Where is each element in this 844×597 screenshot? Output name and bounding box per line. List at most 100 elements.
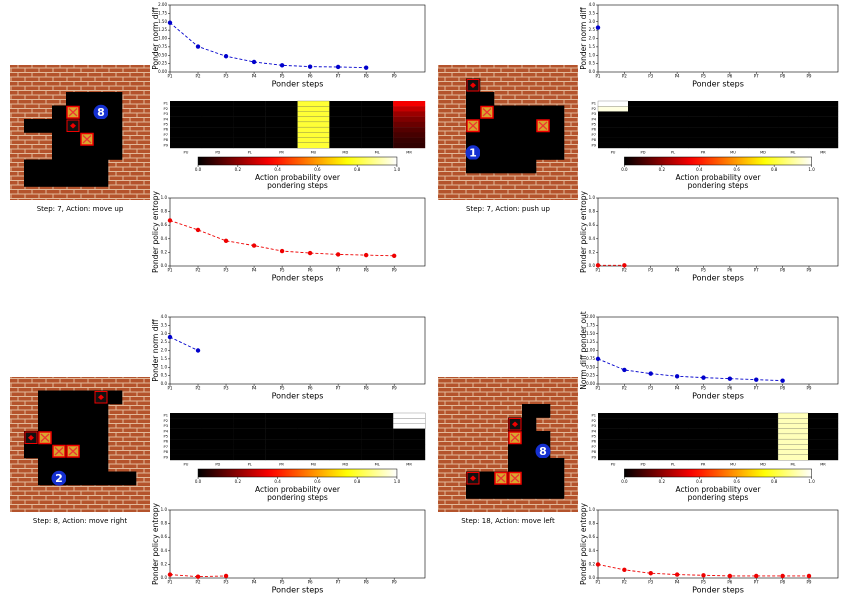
heat-cell [361,132,394,138]
x-tick-label: P6 [727,268,732,273]
caption: Step: 18, Action: move left [461,517,555,525]
point [167,218,173,223]
axes-frame [169,197,426,267]
heat-cell [808,454,839,461]
heat-cell [201,106,234,112]
floor [66,417,81,432]
heat-cell [329,439,362,445]
point [595,356,601,362]
box-cross [68,108,78,117]
heat-cell [201,101,234,107]
heat-cell [393,449,426,455]
colorbar-tick-label: 1.0 [808,167,815,172]
y-tick-label: 0.2 [161,249,168,254]
colorbar [197,156,398,166]
heat-cell [598,127,629,133]
floor [38,390,53,405]
point [335,64,341,70]
heat-cell [628,111,659,117]
colorbar-tick-label: 0.2 [659,167,666,172]
col-label: PU [611,463,616,467]
row-label: P5 [592,123,596,127]
box-cross [510,474,520,483]
row-label: P2 [592,107,596,111]
heat-cell [329,444,362,450]
point [251,59,257,65]
floor [550,471,565,486]
floor [52,390,67,405]
heat-cell [688,142,719,149]
series-line [169,336,199,351]
point [595,263,601,268]
heat-cell [688,439,719,445]
floor [66,404,81,418]
heat-cell [393,433,426,440]
row-label: P5 [164,435,168,439]
x-tick-label: P7 [336,74,341,79]
heat-cell [297,132,330,138]
heat-cell [265,137,298,143]
heat-cell [777,423,809,430]
heat-cell [233,444,266,450]
row-label: P3 [592,112,596,116]
axes-frame [597,197,839,267]
heat-cell [777,454,809,461]
heat-cell [170,106,203,112]
heat-cell [718,101,749,107]
heat-cell [170,132,203,138]
heat-cell [393,444,426,450]
colorbar-label: Action probability over [255,173,341,182]
heat-cell [265,439,298,445]
col-label: MD [760,463,766,467]
colorbar-tick-label: 0.6 [314,167,321,172]
row-label: P7 [592,445,596,449]
col-label: PD [215,151,220,155]
heat-cell [329,449,362,455]
point [307,250,313,256]
heat-cell [297,126,330,133]
heat-cell [628,449,659,455]
heat-cell [393,106,426,112]
floor [536,404,551,418]
floor [536,471,551,486]
heat-cell [233,413,266,419]
heat-cell [748,413,779,419]
x-tick-label: P7 [336,268,341,273]
heat-cell [688,433,719,440]
col-label: PD [641,151,646,155]
col-label: PD [215,463,220,467]
row-label: P1 [164,102,168,106]
heat-cell [628,454,659,461]
box-cross [68,447,78,456]
heat-cell [808,142,839,149]
x-tick-label: P7 [336,386,341,391]
y-tick-label: 0.2 [589,561,596,566]
y-tick-label: 2.5 [161,339,168,344]
col-label: PR [279,463,284,467]
floor [480,485,495,499]
heat-cell [778,142,809,149]
heat-cell [393,142,426,149]
floor [550,132,565,147]
colorbar-tick-label: 0.0 [621,479,628,484]
heat-cell [329,116,362,123]
heat-cell [777,444,809,450]
y-tick-label: 0.25 [586,373,595,378]
heat-cell [718,142,749,149]
x-tick-label: P2 [196,386,201,391]
x-tick-label: P4 [675,386,680,391]
x-tick-label: P4 [675,74,680,79]
heat-cell [170,111,203,117]
point [727,573,733,579]
heat-cell [598,142,629,149]
heat-cell [718,111,749,117]
heat-cell [688,106,719,112]
heat-cell [265,454,298,461]
y-tick-label: 0.6 [161,534,168,539]
point [622,263,627,268]
y-tick-label: 0.0 [589,575,596,580]
heat-cell [628,428,659,435]
floor [80,173,95,187]
floor [52,132,67,147]
floor [522,146,537,160]
